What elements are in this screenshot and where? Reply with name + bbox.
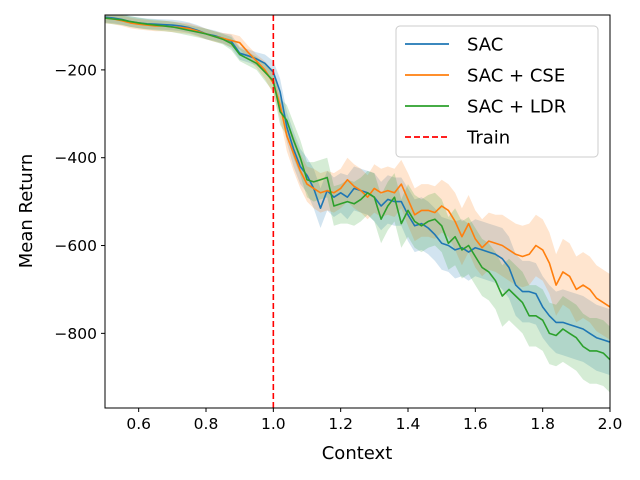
y-tick-label: −200 [54,61,97,79]
x-tick-label: 0.6 [126,415,151,433]
y-tick-label: −600 [54,237,97,255]
x-tick-label: 0.8 [194,415,219,433]
band-sac-cse [105,15,610,340]
x-tick-label: 1.4 [396,415,421,433]
x-tick-label: 1.8 [530,415,555,433]
x-tick-label: 2.0 [598,415,623,433]
y-axis-label: Mean Return [16,154,37,269]
legend-label-sac-cse: SAC + CSE [467,66,565,87]
x-tick-label: 1.2 [328,415,353,433]
legend-label-sac: SAC [467,35,503,56]
x-tick-label: 1.6 [463,415,488,433]
y-tick-label: −400 [54,149,97,167]
x-axis-label: Context [322,443,393,464]
legend-label-train: Train [466,128,510,149]
legend: SAC SAC + CSE SAC + LDR Train [395,25,599,158]
legend-label-sac-ldr: SAC + LDR [467,97,566,118]
x-tick-label: 1.0 [261,415,286,433]
legend-box [395,25,599,158]
y-tick-label: −800 [54,325,97,343]
band-sac [105,15,610,376]
plot-frame [104,14,611,409]
series-lines [105,16,610,361]
line-sac-ldr [105,17,610,361]
confidence-bands [105,15,610,393]
band-sac-ldr [105,15,610,393]
y-axis-ticks: −200 −400 −600 −800 [54,61,105,343]
x-axis-ticks: 0.6 0.8 1.0 1.2 1.4 1.6 1.8 2.0 [126,408,622,433]
